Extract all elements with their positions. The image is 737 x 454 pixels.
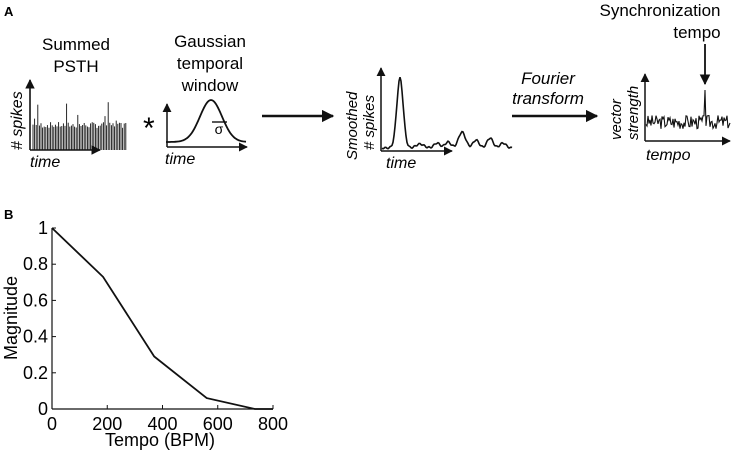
panel-a-letter: A: [4, 4, 14, 19]
vs-x-label: tempo: [646, 147, 691, 164]
chart-x-label: Tempo (BPM): [105, 430, 215, 450]
gaussian-title-line2: temporal: [177, 54, 243, 73]
y-tick-label: 0.2: [23, 363, 48, 383]
fourier-label-line2: transform: [512, 89, 584, 108]
panel-b: B 0 200 400 600 800 0 0.2 0.4 0.6 0.8 1 Tempo (BPM…: [1, 207, 288, 450]
gaussian-x-label: time: [165, 151, 195, 168]
smoothed-curve: [381, 77, 513, 150]
y-tick-label: 0: [38, 399, 48, 419]
vs-y-label-line2: strength: [625, 86, 642, 140]
psth-title-line2: PSTH: [53, 57, 98, 76]
x-tick-label: 0: [47, 414, 57, 434]
smoothed-x-label: time: [386, 155, 416, 172]
psth-x-label: time: [30, 154, 60, 171]
psth-y-label: # spikes: [9, 91, 26, 150]
gaussian-curve: [166, 99, 247, 143]
x-tick-label: 400: [147, 414, 177, 434]
y-tick-label: 0.6: [23, 290, 48, 310]
smoothed-y-label-line2: # spikes: [361, 94, 378, 150]
sync-label-line1: Synchronization: [600, 1, 721, 20]
sync-label-line2: tempo: [673, 23, 720, 42]
x-tick-label: 800: [258, 414, 288, 434]
gaussian-title-line1: Gaussian: [174, 32, 246, 51]
smoothed-subplot: Smoothed # spikes time: [344, 67, 513, 172]
y-tick-label: 1: [38, 218, 48, 238]
psth-title-line1: Summed: [42, 35, 110, 54]
chart-ticks: 0 200 400 600 800 0 0.2 0.4 0.6 0.8 1: [23, 218, 288, 434]
x-tick-label: 600: [203, 414, 233, 434]
vector-strength-trace: [645, 89, 731, 131]
vector-strength-subplot: Synchronization tempo vector strength te…: [600, 1, 731, 164]
y-tick-label: 0.8: [23, 254, 48, 274]
y-tick-label: 0.4: [23, 327, 48, 347]
panel-a: A Summed PSTH # spikes time * Gaussian t…: [4, 1, 731, 172]
x-tick-label: 200: [92, 414, 122, 434]
chart-y-label: Magnitude: [1, 276, 21, 360]
smoothed-y-label-line1: Smoothed: [344, 91, 361, 160]
panel-b-letter: B: [4, 207, 13, 222]
convolution-operator: *: [143, 112, 155, 145]
psth-subplot: Summed PSTH # spikes time: [9, 35, 127, 171]
gaussian-title-line3: window: [181, 76, 239, 95]
vs-y-label-line1: vector: [608, 98, 625, 140]
series-line: [51, 227, 273, 410]
sigma-label: σ: [215, 121, 224, 137]
psth-spike-raster: [32, 102, 127, 150]
fourier-label-line1: Fourier: [521, 69, 576, 88]
gaussian-subplot: Gaussian temporal window σ time: [162, 32, 248, 168]
